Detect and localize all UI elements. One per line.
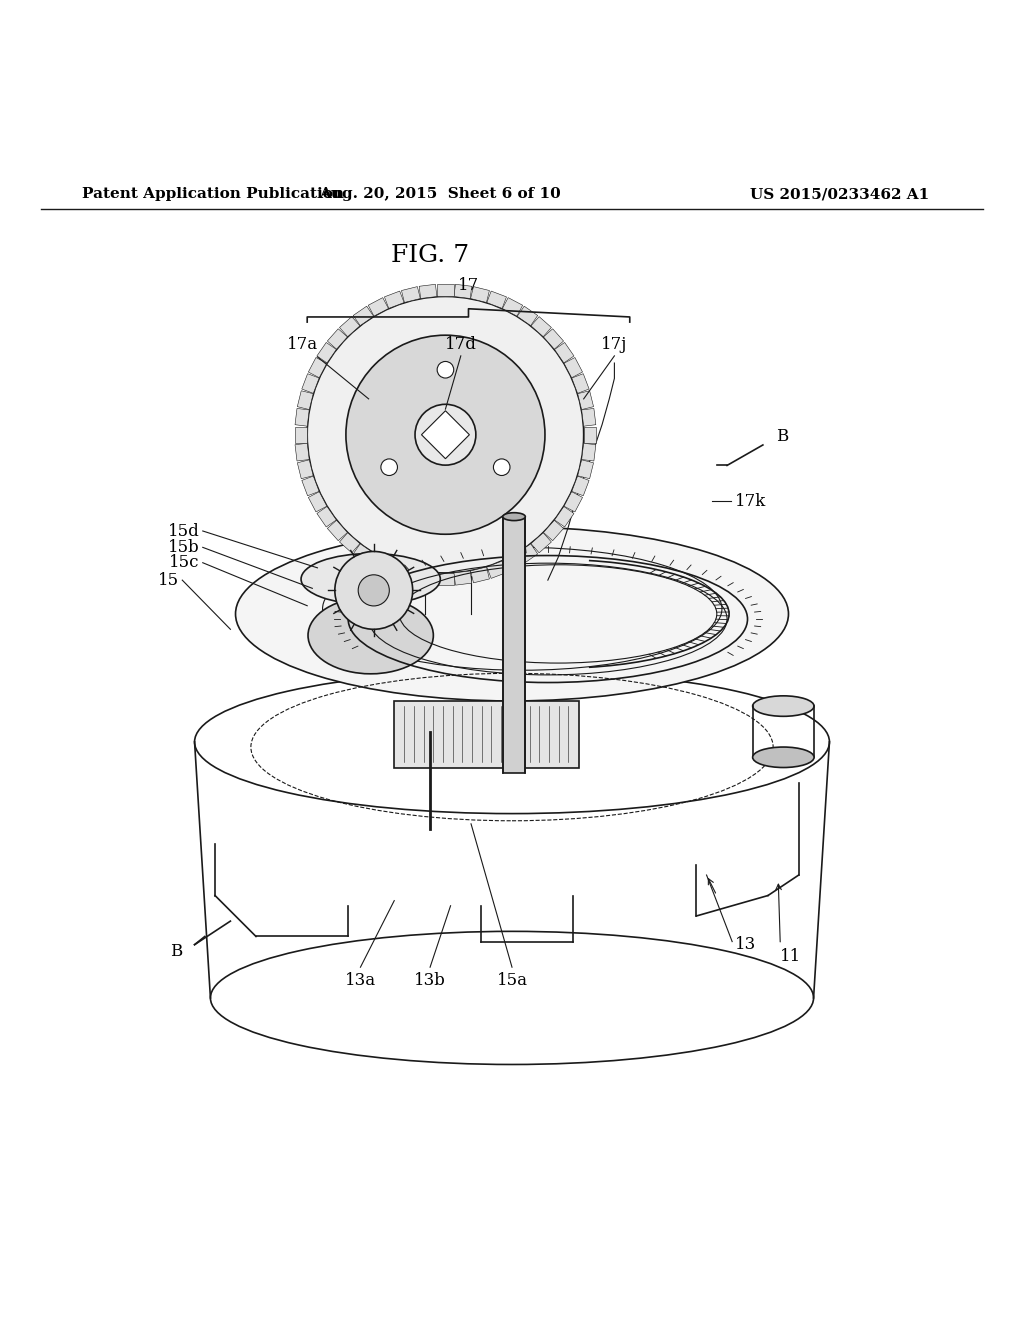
Text: 17d: 17d bbox=[444, 335, 477, 352]
Text: 17j: 17j bbox=[601, 335, 628, 352]
Polygon shape bbox=[555, 342, 574, 363]
Circle shape bbox=[494, 459, 510, 475]
Polygon shape bbox=[384, 561, 404, 578]
Polygon shape bbox=[582, 408, 596, 426]
Polygon shape bbox=[571, 374, 589, 393]
Polygon shape bbox=[584, 426, 596, 444]
Polygon shape bbox=[503, 297, 522, 315]
Polygon shape bbox=[486, 561, 507, 578]
Polygon shape bbox=[578, 391, 594, 409]
Polygon shape bbox=[454, 284, 472, 298]
Polygon shape bbox=[422, 411, 469, 458]
Polygon shape bbox=[578, 459, 594, 479]
Polygon shape bbox=[471, 286, 489, 302]
Polygon shape bbox=[437, 284, 454, 297]
Text: 11: 11 bbox=[780, 949, 802, 965]
Polygon shape bbox=[295, 408, 309, 426]
Polygon shape bbox=[401, 286, 420, 302]
Text: 13a: 13a bbox=[345, 973, 376, 989]
Circle shape bbox=[381, 459, 397, 475]
Polygon shape bbox=[308, 358, 327, 378]
Polygon shape bbox=[302, 374, 319, 393]
Circle shape bbox=[346, 335, 545, 535]
Polygon shape bbox=[384, 292, 404, 309]
Polygon shape bbox=[297, 391, 313, 409]
Polygon shape bbox=[369, 297, 388, 315]
Polygon shape bbox=[328, 329, 347, 350]
FancyBboxPatch shape bbox=[394, 701, 579, 767]
Polygon shape bbox=[316, 507, 336, 527]
Polygon shape bbox=[454, 572, 472, 585]
Ellipse shape bbox=[753, 747, 814, 767]
Text: 17: 17 bbox=[458, 277, 479, 294]
FancyBboxPatch shape bbox=[503, 516, 525, 772]
Polygon shape bbox=[295, 426, 307, 444]
Polygon shape bbox=[437, 573, 454, 585]
Polygon shape bbox=[308, 492, 327, 512]
Circle shape bbox=[307, 297, 584, 573]
Polygon shape bbox=[353, 544, 374, 564]
Text: 15d: 15d bbox=[168, 524, 200, 540]
Polygon shape bbox=[340, 533, 359, 553]
Text: B: B bbox=[776, 428, 788, 445]
Polygon shape bbox=[531, 533, 551, 553]
Polygon shape bbox=[302, 477, 319, 496]
Circle shape bbox=[432, 421, 459, 449]
Polygon shape bbox=[353, 306, 374, 326]
Circle shape bbox=[335, 552, 413, 630]
Polygon shape bbox=[419, 284, 437, 298]
Circle shape bbox=[358, 574, 389, 606]
Text: 15: 15 bbox=[158, 572, 179, 589]
Polygon shape bbox=[517, 306, 538, 326]
Polygon shape bbox=[340, 317, 359, 337]
Polygon shape bbox=[544, 329, 563, 350]
Polygon shape bbox=[369, 553, 388, 572]
Polygon shape bbox=[564, 492, 583, 512]
Ellipse shape bbox=[503, 512, 525, 520]
Text: 17k: 17k bbox=[735, 492, 767, 510]
Ellipse shape bbox=[308, 597, 433, 673]
Text: Patent Application Publication: Patent Application Publication bbox=[82, 187, 344, 201]
Circle shape bbox=[415, 404, 476, 465]
Text: 13b: 13b bbox=[414, 973, 446, 989]
Polygon shape bbox=[295, 444, 309, 461]
Polygon shape bbox=[531, 317, 551, 337]
Polygon shape bbox=[517, 544, 538, 564]
Polygon shape bbox=[503, 553, 522, 572]
Polygon shape bbox=[328, 520, 347, 541]
Polygon shape bbox=[419, 572, 437, 585]
Polygon shape bbox=[571, 477, 589, 496]
Text: 15c: 15c bbox=[169, 554, 200, 572]
Polygon shape bbox=[544, 520, 563, 541]
Ellipse shape bbox=[753, 696, 814, 717]
Polygon shape bbox=[486, 292, 507, 309]
Polygon shape bbox=[582, 444, 596, 461]
Polygon shape bbox=[564, 358, 583, 378]
Ellipse shape bbox=[236, 527, 788, 701]
Polygon shape bbox=[555, 507, 574, 527]
Text: 15b: 15b bbox=[168, 539, 200, 556]
Polygon shape bbox=[471, 568, 489, 583]
Ellipse shape bbox=[301, 553, 440, 605]
Text: 13: 13 bbox=[735, 936, 757, 953]
Polygon shape bbox=[401, 568, 420, 583]
Text: US 2015/0233462 A1: US 2015/0233462 A1 bbox=[750, 187, 930, 201]
Text: 15a: 15a bbox=[497, 973, 527, 989]
Text: B: B bbox=[170, 944, 182, 961]
Text: Aug. 20, 2015  Sheet 6 of 10: Aug. 20, 2015 Sheet 6 of 10 bbox=[319, 187, 561, 201]
Text: FIG. 7: FIG. 7 bbox=[391, 244, 469, 267]
Text: 17a: 17a bbox=[287, 335, 317, 352]
Polygon shape bbox=[316, 342, 336, 363]
Circle shape bbox=[437, 362, 454, 378]
Polygon shape bbox=[297, 459, 313, 479]
